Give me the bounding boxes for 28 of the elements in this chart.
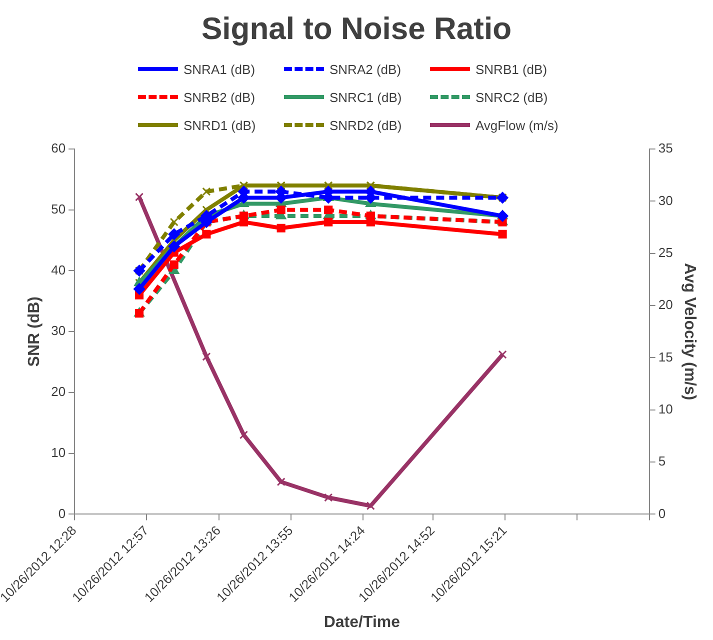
y2-tick-label: 15 [658, 349, 673, 364]
y-tick-label: 30 [51, 323, 66, 338]
legend-label: SNRD2 (dB) [330, 118, 402, 132]
y-tick-label: 60 [51, 140, 66, 156]
y-tick-label: 20 [51, 384, 66, 400]
legend-label: SNRA2 (dB) [330, 62, 402, 76]
chart-title: Signal to Noise Ratio [200, 10, 513, 48]
y2-tick-label: 10 [658, 401, 673, 416]
y-tick-label: 50 [51, 201, 66, 216]
y-tick-label: 0 [58, 506, 66, 521]
legend-label: SNRB2 (dB) [184, 90, 256, 104]
y2-tick-label: 0 [658, 506, 666, 521]
y-tick-label: 40 [51, 262, 66, 278]
y-tick-label: 10 [51, 444, 66, 460]
legend-label: SNRB1 (dB) [476, 62, 548, 76]
y2-tick-label: 5 [658, 454, 666, 469]
y2-axis-title: Avg Velocity (m/s) [680, 262, 698, 400]
y2-tick-label: 30 [658, 192, 673, 208]
x-axis-title: Date/Time [324, 614, 400, 631]
y2-tick-label: 20 [658, 297, 673, 312]
y2-tick-label: 25 [658, 244, 673, 260]
y-axis-title: SNR (dB) [26, 296, 43, 367]
y2-tick-label: 35 [658, 140, 673, 156]
legend-label: SNRC1 (dB) [330, 90, 402, 104]
legend-label: SNRD1 (dB) [184, 118, 256, 132]
legend-label: SNRC2 (dB) [476, 90, 548, 104]
legend-label: AvgFlow (m/s) [476, 118, 558, 132]
legend-label: SNRA1 (dB) [184, 62, 256, 76]
